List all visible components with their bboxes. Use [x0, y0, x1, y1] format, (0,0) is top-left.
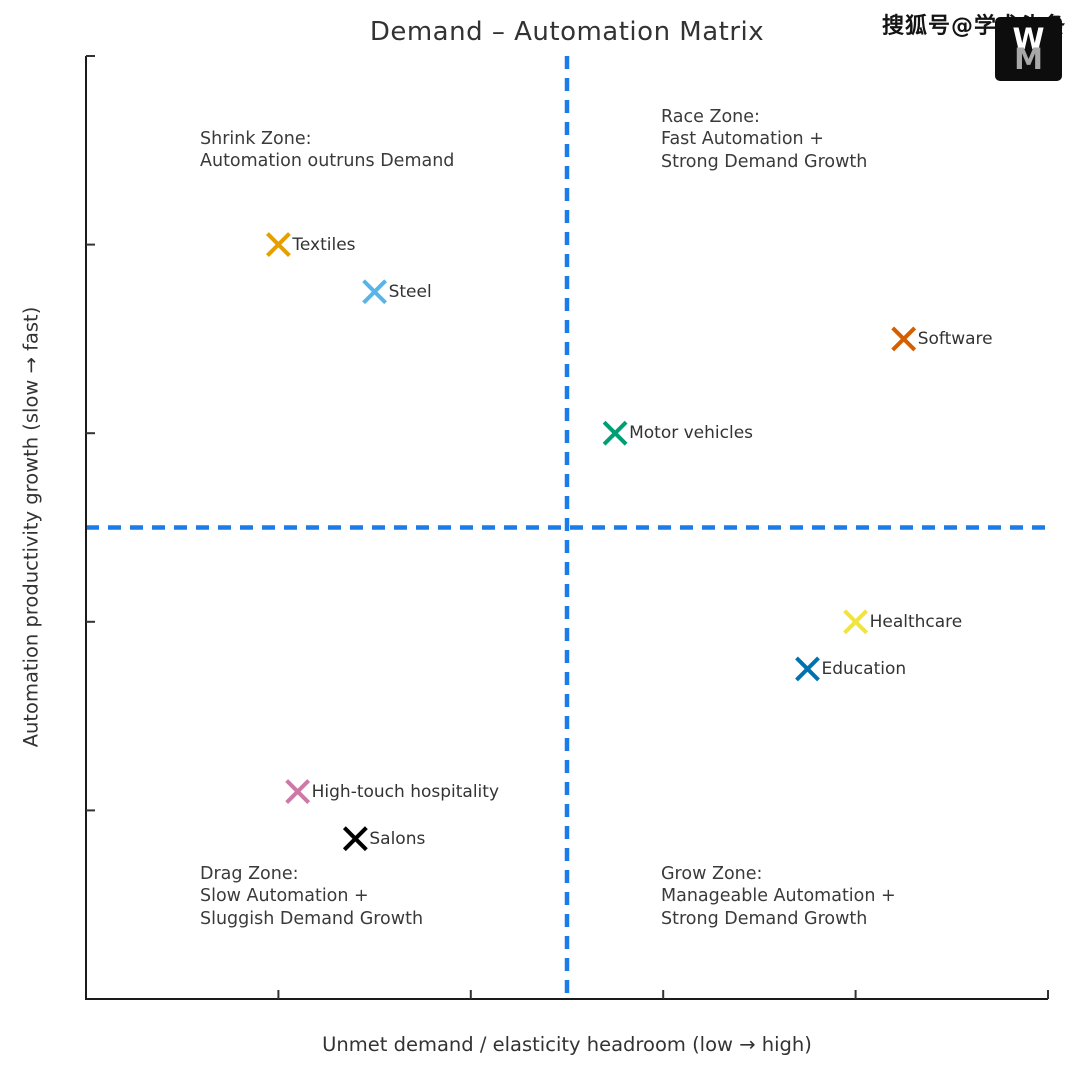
- watermark-logo: W M: [995, 17, 1062, 81]
- quadrant-label-race-zone: Race Zone: Fast Automation + Strong Dema…: [661, 106, 867, 173]
- marker-education: [795, 656, 820, 682]
- point-label-software: Software: [917, 328, 993, 349]
- quadrant-line: Slow Automation +: [200, 886, 369, 907]
- quadrant-line: Manageable Automation +: [661, 886, 896, 907]
- quadrant-line: Drag Zone:: [200, 864, 299, 884]
- quadrant-line: Race Zone:: [661, 107, 760, 127]
- point-label-textiles: Textiles: [292, 234, 356, 255]
- marker-high-touch-hospitality: [285, 779, 311, 804]
- marker-textiles: [265, 232, 291, 258]
- quadrant-label-grow-zone: Grow Zone: Manageable Automation + Stron…: [661, 863, 896, 930]
- quadrant-line: Automation outruns Demand: [200, 151, 455, 172]
- marker-motor-vehicles: [602, 420, 628, 446]
- quadrant-line: Strong Demand Growth: [661, 151, 868, 172]
- quadrant-line: Strong Demand Growth: [661, 908, 868, 929]
- point-label-salons: Salons: [369, 828, 426, 849]
- quadrant-label-drag-zone: Drag Zone: Slow Automation + Sluggish De…: [200, 863, 423, 930]
- marker-software: [891, 326, 917, 352]
- quadrant-label-shrink-zone: Shrink Zone: Automation outruns Demand: [200, 128, 454, 173]
- y-axis-label: Automation productivity growth (slow → f…: [19, 306, 43, 748]
- x-axis-label: Unmet demand / elasticity headroom (low …: [322, 1033, 812, 1056]
- point-label-high-touch-hospitality: High-touch hospitality: [311, 781, 499, 802]
- point-label-healthcare: Healthcare: [869, 611, 963, 632]
- watermark-logo-m-letter: M: [1014, 42, 1043, 76]
- marker-salons: [342, 826, 368, 852]
- quadrant-line: Sluggish Demand Growth: [200, 908, 424, 929]
- watermark-logo-w-letter: W: [1012, 22, 1045, 56]
- point-label-steel: Steel: [388, 281, 432, 302]
- chart-title: Demand – Automation Matrix: [369, 17, 765, 47]
- point-label-motor-vehicles: Motor vehicles: [629, 423, 754, 444]
- marker-healthcare: [843, 609, 869, 635]
- quadrant-line: Shrink Zone:: [200, 129, 312, 149]
- marker-steel: [362, 279, 388, 305]
- quadrant-line: Grow Zone:: [661, 864, 763, 884]
- quadrant-line: Fast Automation +: [661, 129, 824, 150]
- point-label-education: Education: [821, 658, 907, 679]
